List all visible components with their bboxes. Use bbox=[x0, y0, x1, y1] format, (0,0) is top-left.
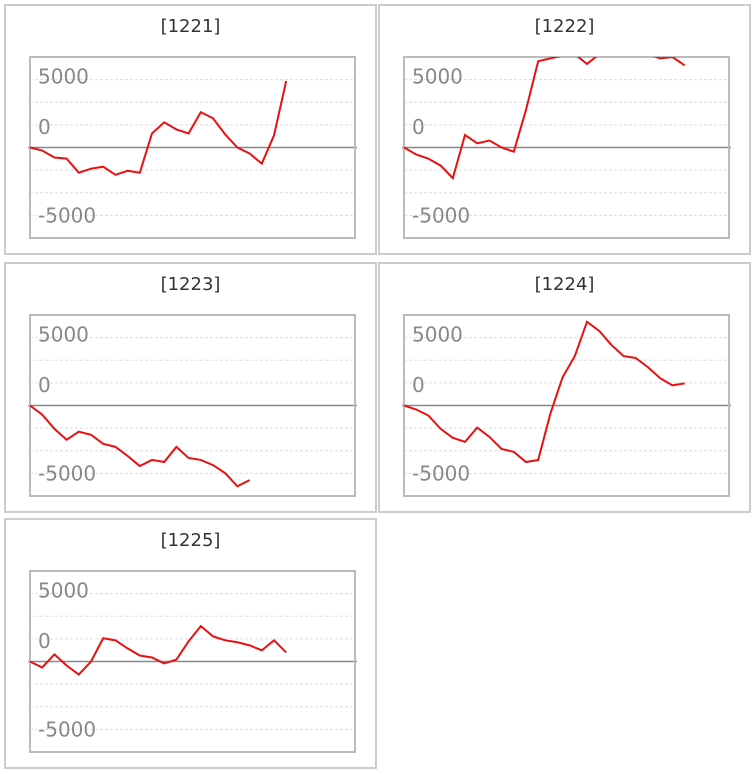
y-tick-label: -5000 bbox=[38, 718, 96, 742]
chart-title: [1223] bbox=[161, 274, 221, 295]
chart-title: [1222] bbox=[535, 16, 595, 37]
data-line bbox=[404, 57, 686, 181]
y-tick-label: 5000 bbox=[412, 322, 463, 346]
data-line bbox=[30, 404, 251, 488]
data-line bbox=[30, 80, 288, 176]
y-tick-label: 5000 bbox=[412, 64, 463, 88]
y-tick-label: -5000 bbox=[38, 204, 96, 228]
panel-border bbox=[4, 262, 377, 513]
y-tick-label: 0 bbox=[412, 373, 425, 397]
y-tick-label: -5000 bbox=[38, 462, 96, 486]
chart-title: [1224] bbox=[535, 274, 595, 295]
y-tick-label: 5000 bbox=[38, 578, 89, 602]
chart-panel: [1223] 5000 0 -5000 bbox=[4, 262, 377, 513]
chart-panel: [1221] 5000 0 -5000 bbox=[4, 4, 377, 255]
data-line bbox=[404, 320, 685, 464]
y-tick-label: -5000 bbox=[412, 462, 470, 486]
y-tick-label: 5000 bbox=[38, 64, 89, 88]
y-tick-label: 0 bbox=[38, 115, 51, 139]
y-tick-label: 0 bbox=[38, 629, 51, 653]
y-tick-label: 0 bbox=[412, 115, 425, 139]
y-tick-label: -5000 bbox=[412, 204, 470, 228]
chart-panel: [1225] 5000 0 -5000 bbox=[4, 518, 377, 769]
y-tick-label: 5000 bbox=[38, 322, 89, 346]
panel-border bbox=[378, 4, 751, 255]
chart-panel: [1222] 5000 0 -5000 bbox=[378, 4, 751, 255]
y-tick-label: 0 bbox=[38, 373, 51, 397]
chart-title: [1225] bbox=[161, 530, 221, 551]
chart-title: [1221] bbox=[161, 16, 221, 37]
panel-border bbox=[378, 262, 751, 513]
chart-panel: [1224] 5000 0 -5000 bbox=[378, 262, 751, 513]
data-line bbox=[30, 624, 287, 676]
panel-border bbox=[4, 518, 377, 769]
